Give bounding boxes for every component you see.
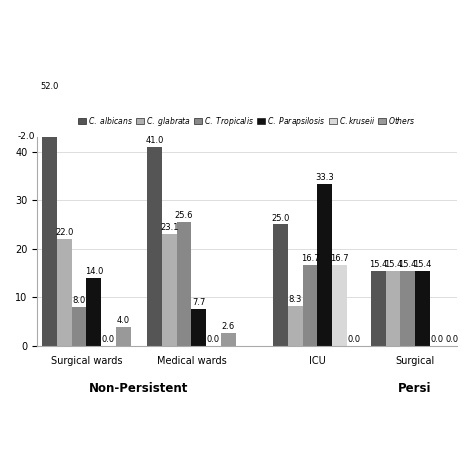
Text: 23.1: 23.1 — [160, 223, 179, 232]
Text: 15.4: 15.4 — [413, 260, 431, 269]
Bar — [191, 309, 206, 346]
Text: 2.6: 2.6 — [221, 322, 235, 331]
Text: 33.3: 33.3 — [315, 173, 334, 182]
Text: 0.0: 0.0 — [102, 335, 115, 344]
Bar — [177, 221, 191, 346]
Bar — [288, 306, 303, 346]
Text: Non-Persistent: Non-Persistent — [89, 382, 189, 394]
Bar — [116, 327, 130, 346]
Bar — [273, 225, 288, 346]
Bar — [57, 239, 72, 346]
Bar — [386, 271, 401, 346]
Bar — [221, 333, 236, 346]
Text: 22.0: 22.0 — [55, 228, 73, 237]
Bar — [332, 265, 347, 346]
Text: 15.4: 15.4 — [384, 260, 402, 269]
Text: 16.7: 16.7 — [301, 254, 319, 263]
Text: -2.0: -2.0 — [18, 132, 35, 141]
Text: 25.6: 25.6 — [175, 210, 193, 219]
Bar — [162, 234, 177, 346]
Text: Persi: Persi — [398, 382, 432, 394]
Text: 8.3: 8.3 — [289, 295, 302, 304]
Legend: $\it{C.\ albicans}$, $\it{C.\ glabrata}$, $\it{C.\ Tropicalis}$, $\it{C.\ Paraps: $\it{C.\ albicans}$, $\it{C.\ glabrata}$… — [75, 112, 419, 131]
Text: 4.0: 4.0 — [117, 316, 130, 325]
Text: 52.0: 52.0 — [40, 82, 59, 91]
Text: 0.0: 0.0 — [207, 335, 220, 344]
Text: 0.0: 0.0 — [445, 335, 458, 344]
Text: 0.0: 0.0 — [430, 335, 444, 344]
Text: 14.0: 14.0 — [84, 267, 103, 276]
Bar — [147, 146, 162, 346]
Text: 25.0: 25.0 — [272, 214, 290, 222]
Bar — [318, 184, 332, 346]
Bar — [86, 278, 101, 346]
Bar — [401, 271, 415, 346]
Bar — [303, 265, 318, 346]
Text: 0.0: 0.0 — [347, 335, 361, 344]
Text: 16.7: 16.7 — [330, 254, 349, 263]
Text: 8.0: 8.0 — [73, 296, 86, 305]
Text: 15.4: 15.4 — [369, 260, 387, 269]
Bar — [72, 307, 86, 346]
Text: 7.7: 7.7 — [192, 298, 205, 307]
Bar — [415, 271, 430, 346]
Text: 41.0: 41.0 — [146, 136, 164, 145]
Text: 15.4: 15.4 — [399, 260, 417, 269]
Bar — [42, 137, 57, 346]
Bar — [371, 271, 386, 346]
